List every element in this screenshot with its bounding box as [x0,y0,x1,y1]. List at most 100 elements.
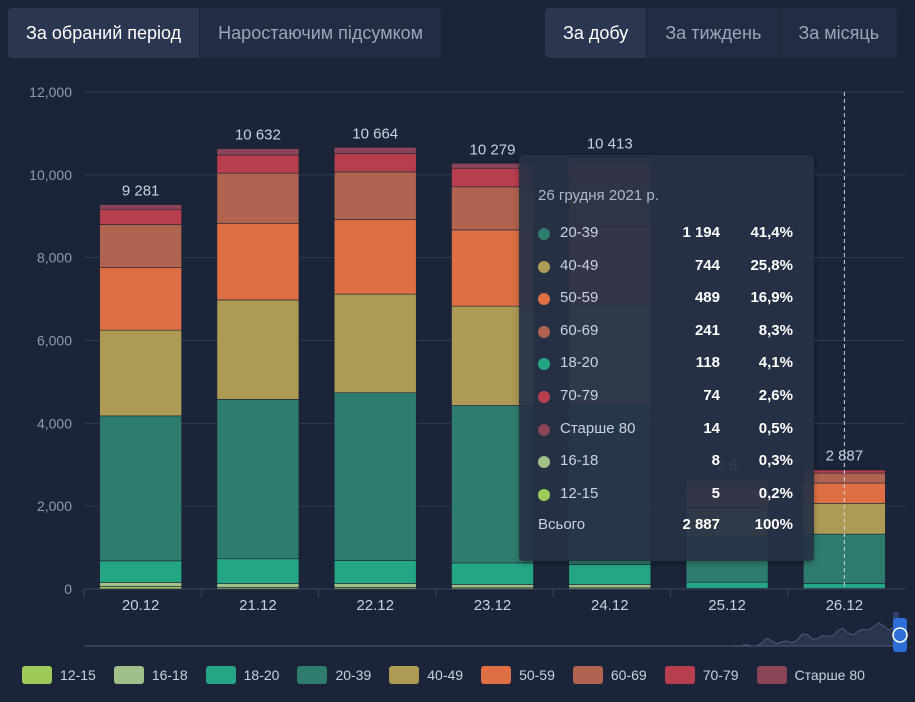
bar-segment[interactable] [803,469,886,471]
tooltip-row-label: 20-39 [560,224,599,241]
legend-item[interactable]: 70-79 [664,666,739,684]
legend-label: 60-69 [610,667,647,683]
bar-segment[interactable] [216,399,300,560]
bar-segment[interactable] [99,267,182,331]
series-dot-icon [538,260,550,273]
tooltip-row-value: 8 [711,452,720,470]
y-tick-label: 12,000 [29,84,72,100]
legend-label: Старше 80 [794,667,865,683]
tooltip-row-pct: 25,8% [750,256,793,274]
legend-swatch-icon [481,666,512,684]
bar-segment[interactable] [99,415,182,562]
series-dot-icon [538,358,550,371]
x-tick-label: 22.12 [356,597,394,614]
series-dot-icon [538,293,550,306]
weekly-button[interactable]: За тиждень [647,8,781,58]
y-tick-label: 4,000 [37,415,72,431]
legend-item[interactable]: 12-15 [22,666,96,684]
cumulative-button[interactable]: Наростаючим підсумком [200,8,442,58]
monthly-button[interactable]: За місяць [780,8,898,58]
bar-segment[interactable] [333,560,417,584]
bar-segment[interactable] [568,564,652,585]
tooltip-row-label: 12-15 [560,484,599,502]
tooltip-row-label: Старше 80 [560,419,636,437]
bar-total-label: 10 279 [470,141,516,158]
legend-item[interactable]: 18-20 [205,666,279,684]
series-dot-icon [538,488,550,501]
tooltip-row-value: 74 [703,387,720,404]
tooltip-row-pct: 0,2% [758,484,793,502]
navigator-grip-icon[interactable] [892,627,908,643]
x-tick-label: 25.12 [708,597,746,614]
x-tick-label: 21.12 [239,597,277,614]
bar-segment[interactable] [99,224,182,268]
bar-segment[interactable] [99,560,182,583]
tooltip-row-value: 14 [703,419,720,437]
tooltip-row-pct: 0,5% [758,419,793,437]
tooltip-total-pct: 100% [754,516,793,533]
legend-label: 50-59 [519,667,555,683]
series-dot-icon [538,325,550,338]
tooltip-row-label: 40-49 [560,256,599,274]
tooltip-row: 50-59 489 16,9% [538,289,798,309]
tooltip-row-label: 18-20 [560,354,599,372]
tooltip-row: 12-15 5 0,2% [538,485,798,505]
legend-swatch-icon [572,666,603,684]
legend-item[interactable]: 16-18 [113,666,188,684]
legend-swatch-icon [756,666,787,684]
x-tick-label: 20.12 [122,597,160,614]
chart-legend: 12-15 16-18 18-20 20-39 40-49 50-59 60-69 70-79… [22,666,883,684]
bar-segment[interactable] [333,293,417,393]
series-dot-icon [538,456,550,469]
bar-segment[interactable] [216,558,300,584]
tooltip-total-label: Всього [538,516,586,533]
y-tick-label: 2,000 [37,498,72,514]
bar-segment[interactable] [568,584,652,589]
legend-swatch-icon [664,666,695,684]
tooltip-row-label: 60-69 [560,321,599,339]
x-tick-label: 23.12 [474,597,512,614]
bar-segment[interactable] [333,219,417,295]
bar-segment[interactable] [216,154,300,174]
legend-item[interactable]: 50-59 [481,666,555,684]
bar-segment[interactable] [99,329,182,417]
legend-item[interactable]: 40-49 [389,666,463,684]
tooltip-row: Старше 80 14 0,5% [538,420,798,440]
tooltip-row: 20-39 1 194 41,4% [538,224,798,244]
tooltip-row-pct: 0,3% [758,452,793,470]
legend-label: 20-39 [335,667,372,683]
legend-swatch-icon [22,666,52,684]
navigator-track[interactable] [84,612,899,646]
bar-segment[interactable] [216,299,300,400]
bar-segment[interactable] [451,562,534,585]
bar-segment[interactable] [333,153,417,173]
bar-segment[interactable] [216,148,300,156]
bar-segment[interactable] [99,204,182,210]
bar-segment[interactable] [451,584,534,589]
bar-segment[interactable] [216,172,300,225]
tooltip-row-label: 50-59 [560,289,599,307]
tooltip-row-value: 1 194 [682,224,720,241]
y-tick-label: 8,000 [37,250,72,266]
bar-total-label: 10 413 [587,136,633,153]
tooltip-row: 18-20 118 4,1% [538,354,798,374]
bar-segment[interactable] [216,583,300,588]
bar-segment[interactable] [333,392,417,561]
bar-segment[interactable] [333,147,417,155]
legend-item[interactable]: Старше 80 [756,666,865,684]
daily-button[interactable]: За добу [545,8,648,58]
bar-segment[interactable] [685,581,769,589]
period-button[interactable]: За обраний період [8,8,201,58]
legend-item[interactable]: 60-69 [572,666,647,684]
bar-segment[interactable] [333,583,417,588]
bar-total-label: 9 281 [122,183,160,200]
legend-item[interactable]: 20-39 [297,666,371,684]
legend-label: 12-15 [60,667,96,683]
bar-segment[interactable] [216,223,300,301]
bar-segment[interactable] [333,171,417,220]
bar-segment[interactable] [99,208,182,225]
bar-total-label: 2 887 [826,447,864,464]
bar-segment[interactable] [99,582,182,587]
tooltip-row-pct: 4,1% [758,354,793,372]
navigator-handle[interactable] [893,618,907,652]
